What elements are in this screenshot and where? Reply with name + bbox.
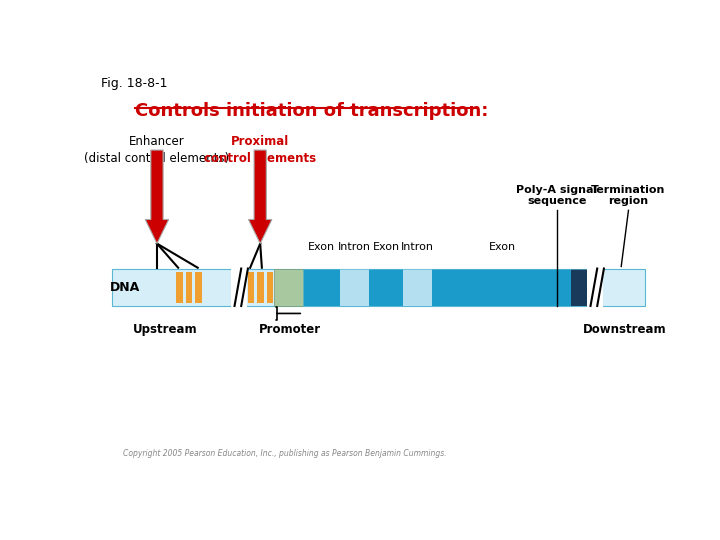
Text: Intron: Intron: [401, 242, 434, 252]
Text: Controls initiation of transcription:: Controls initiation of transcription:: [135, 102, 488, 120]
Text: Intron: Intron: [338, 242, 372, 252]
Bar: [341, 268, 369, 306]
Bar: [571, 268, 590, 306]
Text: Upstream: Upstream: [133, 322, 198, 335]
Bar: [303, 268, 341, 306]
Text: Termination
region: Termination region: [591, 185, 666, 206]
Bar: [186, 272, 192, 302]
Bar: [432, 268, 571, 306]
FancyArrow shape: [145, 150, 168, 244]
Bar: [195, 272, 202, 302]
FancyArrow shape: [248, 150, 272, 244]
Text: Exon: Exon: [308, 242, 336, 252]
Text: control elements: control elements: [204, 152, 316, 165]
Text: Promoter: Promoter: [258, 322, 321, 335]
Bar: [403, 268, 432, 306]
Bar: [231, 266, 247, 308]
Text: Copyright 2005 Pearson Education, Inc., publishing as Pearson Benjamin Cummings.: Copyright 2005 Pearson Education, Inc., …: [124, 449, 447, 458]
Bar: [248, 272, 254, 302]
Text: (distal control elements): (distal control elements): [84, 152, 230, 165]
Text: Poly-A signal
sequence: Poly-A signal sequence: [516, 185, 598, 206]
Bar: [258, 272, 264, 302]
Bar: [176, 272, 183, 302]
Text: Exon: Exon: [489, 242, 516, 252]
Bar: [369, 268, 403, 306]
Bar: [112, 268, 645, 306]
Bar: [274, 268, 303, 306]
Bar: [267, 272, 273, 302]
Text: Downstream: Downstream: [582, 322, 667, 335]
Bar: [588, 266, 603, 308]
Bar: [303, 268, 590, 306]
Text: Fig. 18-8-1: Fig. 18-8-1: [101, 77, 168, 90]
Text: Enhancer: Enhancer: [129, 135, 185, 148]
Text: Proximal: Proximal: [231, 135, 289, 148]
Text: Exon: Exon: [373, 242, 400, 252]
Text: DNA: DNA: [109, 281, 140, 294]
